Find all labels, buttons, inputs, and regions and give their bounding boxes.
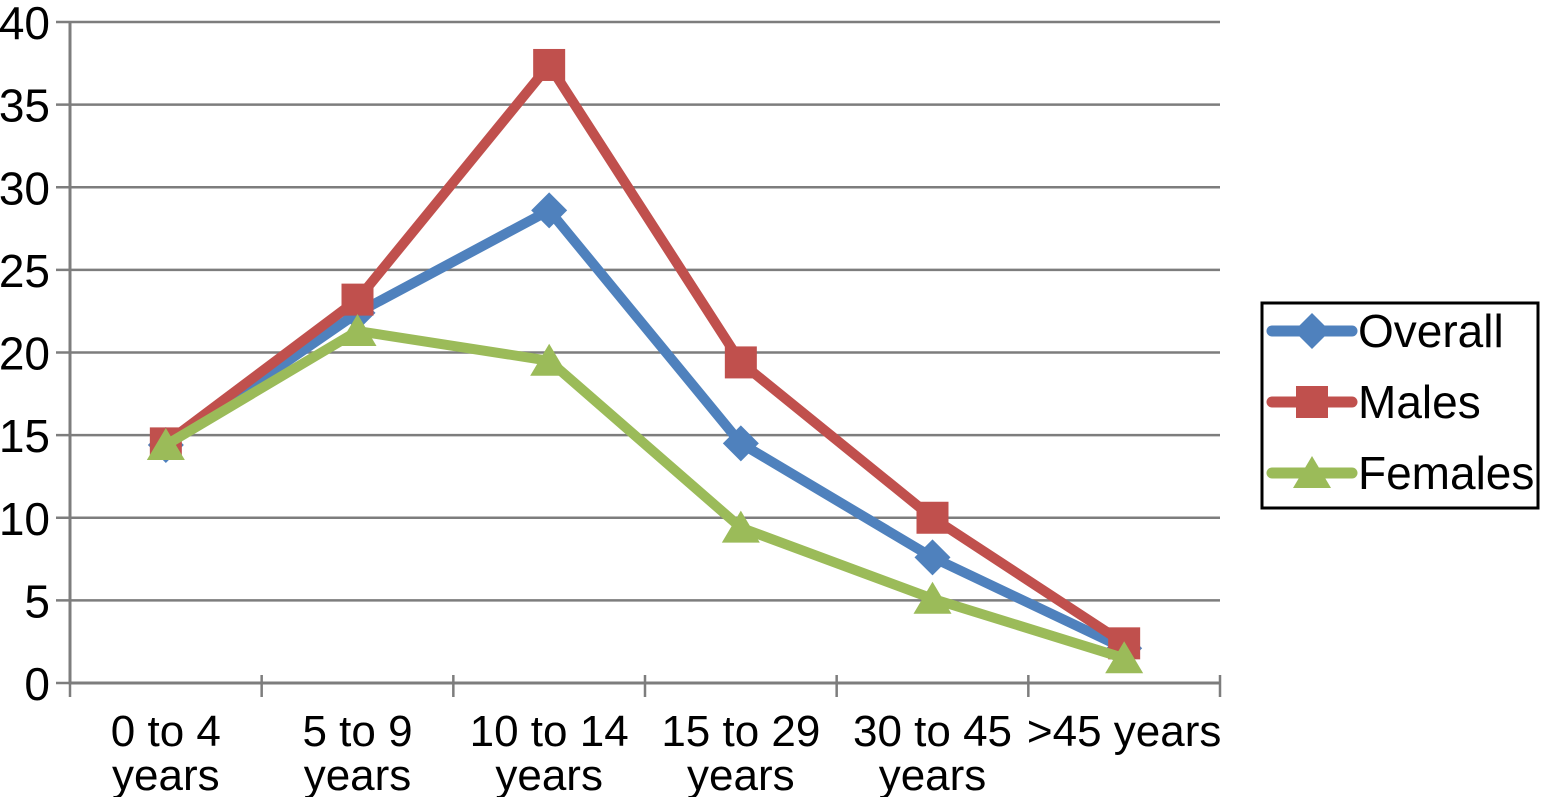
series-overall	[147, 192, 1143, 667]
x-category-label: 10 to 14 years	[470, 707, 629, 797]
y-tick-label: 25	[0, 245, 50, 297]
series-line-females	[160, 326, 1130, 664]
legend-label-overall: Overall	[1358, 305, 1504, 357]
legend-triangle-icon	[1293, 456, 1331, 488]
legend-entry-males: Males	[1266, 376, 1481, 428]
y-tick-label: 15	[0, 410, 50, 462]
y-tick-label: 30	[0, 162, 50, 214]
marker-overall-4	[914, 539, 951, 576]
marker-females-3	[721, 510, 760, 543]
legend-label-males: Males	[1358, 376, 1481, 428]
y-tick-label: 0	[24, 658, 50, 710]
marker-overall-3	[722, 425, 759, 462]
marker-males-2	[533, 48, 566, 81]
marker-males-1	[341, 283, 374, 316]
legend-diamond-icon	[1294, 313, 1330, 349]
axes-group	[56, 20, 1222, 697]
x-category-label: >45 years	[1027, 707, 1221, 756]
marker-females-2	[530, 343, 569, 376]
gridlines-group	[70, 20, 1220, 602]
y-axis-labels-group: 0 5 10 15 20 25 30 35 40	[0, 0, 50, 710]
x-axis-labels-group: 0 to 4 years 5 to 9 years 10 to 14 years 15 to…	[111, 707, 1222, 797]
x-category-label: 15 to 29 years	[661, 707, 820, 797]
y-tick-label: 35	[0, 80, 50, 132]
marker-males-3	[724, 346, 757, 379]
marker-females-5	[1105, 641, 1144, 674]
legend-label-females: Females	[1358, 447, 1534, 499]
marker-females-0	[146, 428, 185, 461]
legend-square-icon	[1296, 386, 1328, 418]
marker-males-4	[916, 501, 949, 534]
series-females	[146, 314, 1144, 674]
y-tick-label: 20	[0, 328, 50, 380]
legend-entry-females: Females	[1266, 447, 1534, 499]
x-category-label: 30 to 45 years	[853, 707, 1012, 797]
y-tick-label: 40	[0, 0, 50, 49]
marker-females-4	[913, 581, 952, 614]
x-category-label: 5 to 9 years	[302, 707, 412, 797]
marker-overall-2	[531, 192, 568, 229]
y-tick-label: 5	[24, 575, 50, 627]
series-line-males	[160, 59, 1130, 649]
legend-group: Overall Males Females	[1260, 301, 1540, 510]
x-category-label: 0 to 4 years	[111, 707, 221, 797]
series-line-overall	[160, 205, 1130, 654]
series-group	[146, 48, 1144, 674]
marker-females-1	[338, 314, 377, 347]
y-tick-label: 10	[0, 493, 50, 545]
legend-entry-overall: Overall	[1266, 305, 1504, 357]
